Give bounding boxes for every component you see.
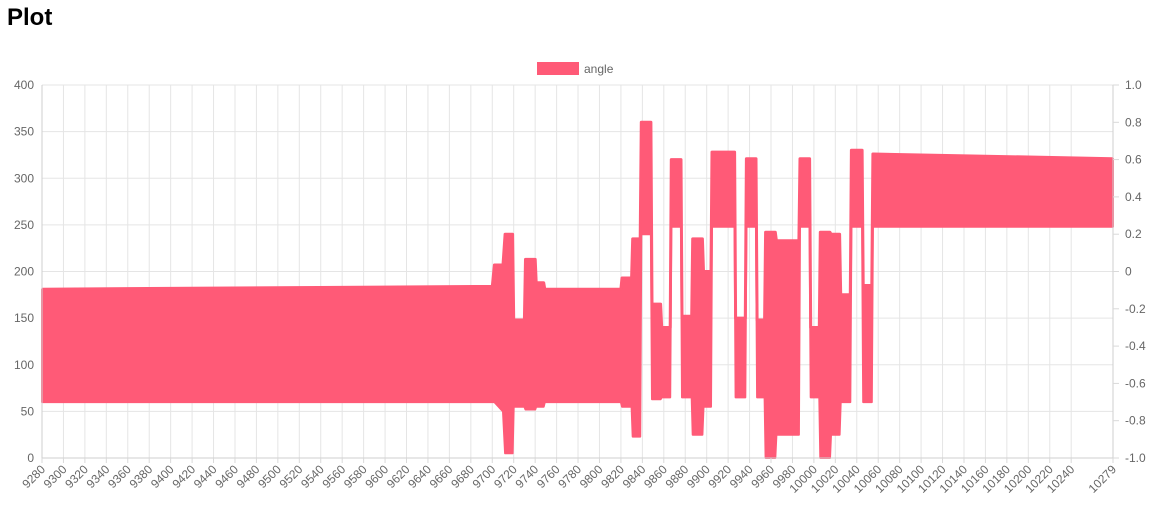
legend[interactable]: angle	[537, 62, 614, 76]
y-left-tick-label: 100	[14, 358, 34, 372]
y-left-tick-label: 350	[14, 125, 34, 139]
y-right-tick-label: 1.0	[1125, 78, 1142, 92]
y-right-tick-label: -0.4	[1125, 339, 1146, 353]
y-right-tick-label: 0.8	[1125, 115, 1142, 129]
x-axis: 9280930093209340936093809400942094409460…	[19, 458, 1119, 496]
y-right-tick-label: 0.2	[1125, 227, 1142, 241]
series-angle-line	[41, 120, 1114, 329]
y-right-tick-label: -0.8	[1125, 414, 1146, 428]
x-tick-label: 10279	[1086, 462, 1120, 496]
y-left-tick-label: 200	[14, 265, 34, 279]
y-left-tick-label: 50	[21, 404, 35, 418]
legend-swatch-angle[interactable]	[537, 62, 579, 75]
y-axis-right: -1.0 -0.8 -0.6 -0.4 -0.2 0 0.2 0.4 0.6 0.8 1.0	[1113, 78, 1146, 465]
y-left-tick-label: 150	[14, 311, 34, 325]
y-left-tick-label: 0	[27, 451, 34, 465]
y-right-tick-label: 0	[1125, 265, 1132, 279]
page-title: Plot	[7, 4, 53, 31]
y-right-tick-label: -0.6	[1125, 376, 1146, 390]
y-left-tick-label: 250	[14, 218, 34, 232]
y-right-tick-label: 0.6	[1125, 153, 1142, 167]
y-left-tick-label: 300	[14, 171, 34, 185]
y-right-tick-label: -1.0	[1125, 451, 1146, 465]
y-right-tick-label: -0.2	[1125, 302, 1146, 316]
y-axis-left: 0 50 100 150 200 250 300 350 400	[14, 78, 34, 465]
legend-label-angle[interactable]: angle	[584, 62, 614, 76]
y-left-tick-label: 400	[14, 78, 34, 92]
y-right-tick-label: 0.4	[1125, 190, 1142, 204]
series-angle	[41, 120, 1114, 459]
